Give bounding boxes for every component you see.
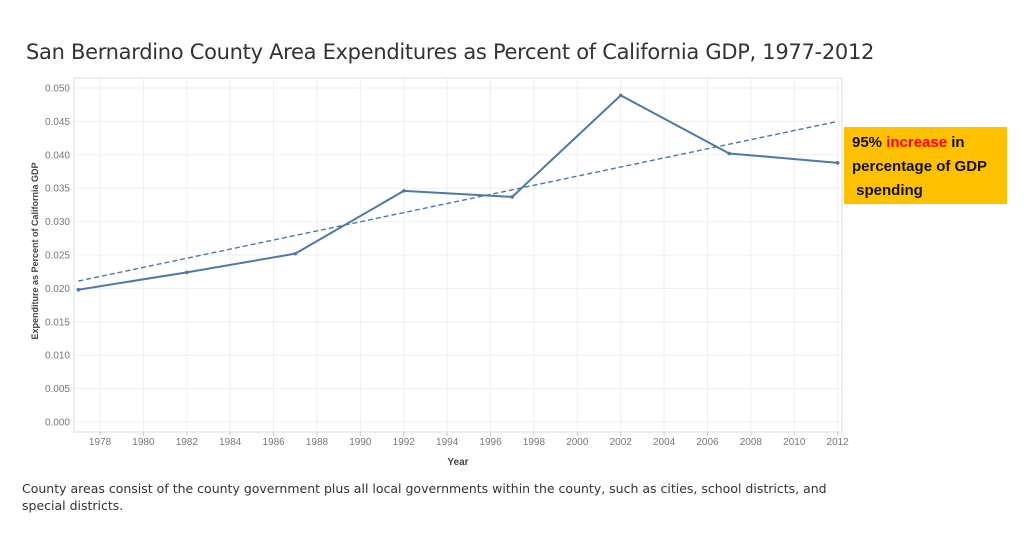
data-point: [727, 151, 731, 156]
data-point: [618, 93, 623, 98]
x-tick-label: 2002: [610, 437, 633, 448]
series-line: [78, 94, 838, 291]
callout-text-1: 95%: [852, 134, 887, 151]
x-tick-label: 2004: [653, 437, 676, 448]
ticks-layer: 1978 1980 1982 1984 1986 1988 1990 1992 1994 1996…: [45, 84, 849, 448]
y-tick-label: 0.025: [45, 251, 70, 262]
x-tick-label: 1986: [262, 437, 285, 448]
y-tick-label: 0.020: [45, 284, 70, 295]
x-tick-label: 2010: [783, 437, 806, 448]
x-tick-label: 1992: [393, 437, 416, 448]
x-tick-label: 1980: [132, 437, 155, 448]
x-tick-label: 2012: [827, 437, 850, 448]
data-point: [510, 195, 515, 199]
x-tick-label: 1988: [306, 437, 329, 448]
y-tick-label: 0.005: [45, 384, 70, 395]
x-tick-label: 2000: [566, 437, 589, 448]
x-tick-label: 1996: [479, 437, 502, 448]
callout-line-2: percentage of GDP: [852, 158, 988, 175]
y-tick-label: 0.030: [45, 217, 70, 228]
data-point: [835, 161, 840, 165]
footnote: County areas consist of the county gover…: [22, 481, 827, 513]
grid-layer: [74, 78, 842, 432]
callout-highlight: increase: [886, 134, 948, 151]
callout-line-1: 95% increase in: [852, 131, 999, 155]
trend-line: [78, 120, 838, 282]
y-tick-label: 0.035: [45, 184, 70, 195]
x-axis-title: Year: [447, 457, 468, 468]
x-tick-label: 1984: [219, 437, 242, 448]
x-tick-label: 1998: [523, 437, 546, 448]
plot-border: [73, 77, 843, 433]
data-point: [185, 270, 189, 275]
data-point: [76, 287, 81, 292]
y-tick-label: 0.045: [45, 117, 70, 128]
data-point: [401, 189, 406, 193]
y-tick-label: 0.050: [45, 84, 70, 95]
x-tick-label: 2006: [696, 437, 719, 448]
callout-line-3: spending: [852, 182, 923, 199]
x-tick-label: 1982: [176, 437, 199, 448]
x-tick-label: 1994: [436, 437, 459, 448]
x-tick-label: 1978: [89, 437, 112, 448]
y-tick-label: 0.015: [45, 317, 70, 328]
data-point: [293, 251, 298, 256]
x-tick-label: 2008: [740, 437, 763, 448]
y-tick-label: 0.010: [45, 351, 70, 362]
x-tick-label: 1990: [349, 437, 372, 448]
series-layer: [76, 93, 840, 292]
y-tick-label: 0.040: [45, 150, 70, 161]
y-tick-label: 0.000: [45, 417, 70, 428]
callout-text-2: in: [947, 134, 965, 151]
annotation-callout: 95% increase in percentage of GDP spendi…: [844, 127, 1007, 204]
y-axis-title: Expenditure as Percent of California GDP: [30, 162, 40, 339]
chart-title: San Bernardino County Area Expenditures …: [26, 40, 875, 64]
